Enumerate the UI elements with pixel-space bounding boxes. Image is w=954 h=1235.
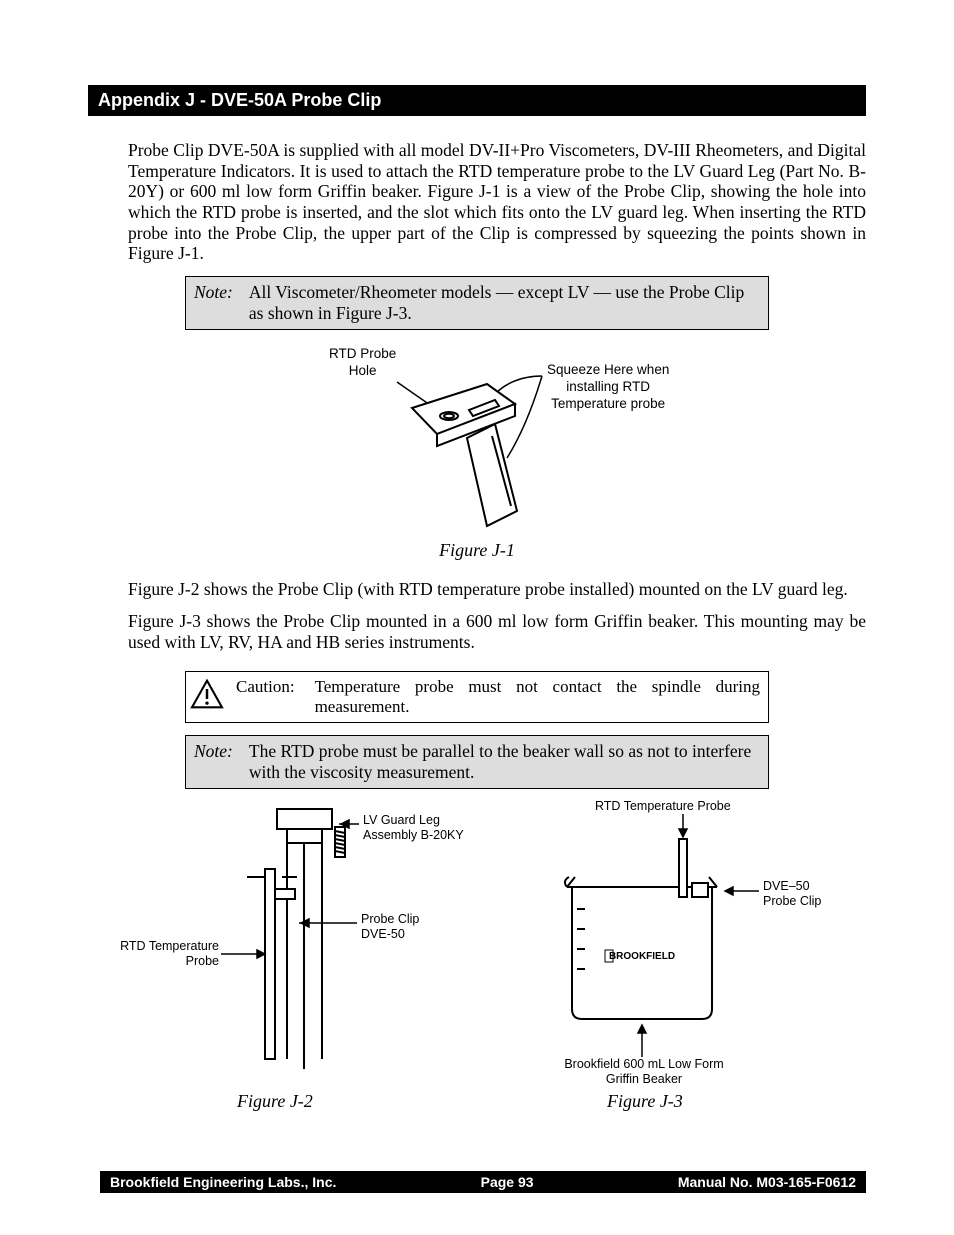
note-box-1: Note: All Viscometer/Rheometer models — … [185, 276, 769, 330]
note-label-2: Note: [194, 741, 233, 783]
paragraph-2: Figure J-2 shows the Probe Clip (with RT… [128, 579, 866, 600]
warning-icon [190, 679, 224, 709]
fig1-callout-right: Squeeze Here wheninstalling RTDTemperatu… [547, 362, 669, 413]
figure-j3-svg: BROOKFIELD [527, 799, 797, 1089]
caution-text: Temperature probe must not contact the s… [315, 677, 760, 717]
fig2-callout-rtd: RTD TemperatureProbe [119, 939, 219, 969]
fig3-callout-rtd: RTD Temperature Probe [595, 799, 731, 814]
note-label-1: Note: [194, 282, 233, 324]
footer-company: Brookfield Engineering Labs., Inc. [110, 1174, 336, 1190]
page-footer: Brookfield Engineering Labs., Inc. Page … [100, 1171, 866, 1193]
note-text-1: All Viscometer/Rheometer models — except… [249, 282, 760, 324]
note-box-2: Note: The RTD probe must be parallel to … [185, 735, 769, 789]
figures-row: LV Guard LegAssembly B-20KY Probe ClipDV… [127, 799, 827, 1119]
section-header: Appendix J - DVE-50A Probe Clip [88, 85, 866, 116]
footer-manual: Manual No. M03-165-F0612 [678, 1174, 856, 1190]
fig3-caption: Figure J-3 [607, 1091, 683, 1112]
beaker-brand-logo: BROOKFIELD [609, 951, 675, 962]
fig3-callout-clip: DVE–50Probe Clip [763, 879, 821, 909]
note-text-2: The RTD probe must be parallel to the be… [249, 741, 760, 783]
fig3-callout-beaker: Brookfield 600 mL Low FormGriffin Beaker [559, 1057, 729, 1087]
fig2-callout-clip: Probe ClipDVE-50 [361, 912, 419, 942]
footer-page: Page 93 [481, 1174, 534, 1190]
caution-box: Caution: Temperature probe must not cont… [185, 671, 769, 723]
figure-j1: RTD ProbeHole Squeeze Here wheninstallin… [237, 336, 717, 561]
caution-label: Caution: [236, 677, 295, 697]
paragraph-3: Figure J-3 shows the Probe Clip mounted … [128, 611, 866, 652]
fig1-callout-left: RTD ProbeHole [329, 346, 396, 380]
fig1-caption: Figure J-1 [237, 540, 717, 561]
fig2-callout-guard: LV Guard LegAssembly B-20KY [363, 813, 464, 843]
fig2-caption: Figure J-2 [237, 1091, 313, 1112]
paragraph-1: Probe Clip DVE-50A is supplied with all … [128, 140, 866, 264]
